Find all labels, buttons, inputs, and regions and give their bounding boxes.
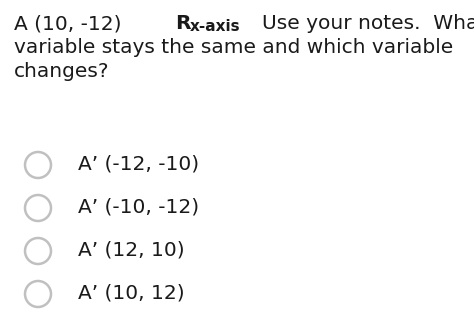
Text: A’ (-12, -10): A’ (-12, -10)	[78, 155, 199, 173]
Text: R: R	[175, 14, 191, 33]
Text: A (10, -12): A (10, -12)	[14, 14, 121, 33]
Text: A’ (10, 12): A’ (10, 12)	[78, 284, 185, 303]
Text: variable stays the same and which variable: variable stays the same and which variab…	[14, 38, 453, 57]
Text: changes?: changes?	[14, 62, 109, 81]
Text: x-axis: x-axis	[190, 19, 241, 34]
Text: A’ (12, 10): A’ (12, 10)	[78, 241, 185, 259]
Text: A’ (-10, -12): A’ (-10, -12)	[78, 198, 199, 216]
Text: Use your notes.  What: Use your notes. What	[262, 14, 474, 33]
